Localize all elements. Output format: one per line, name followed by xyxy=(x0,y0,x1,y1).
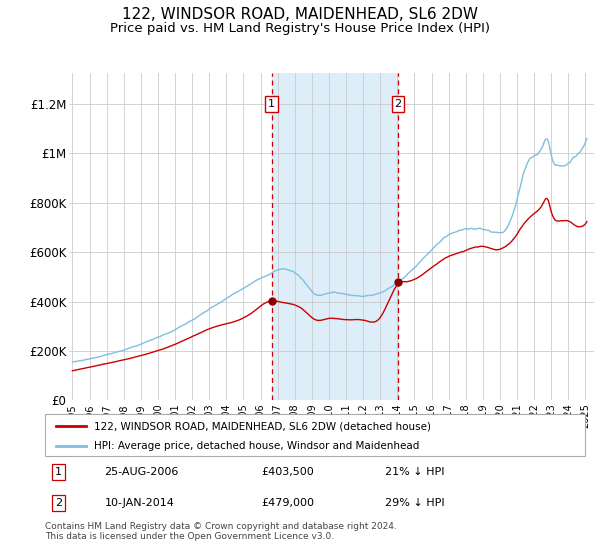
Text: 122, WINDSOR ROAD, MAIDENHEAD, SL6 2DW: 122, WINDSOR ROAD, MAIDENHEAD, SL6 2DW xyxy=(122,7,478,22)
Text: 2: 2 xyxy=(55,498,62,508)
Text: 10-JAN-2014: 10-JAN-2014 xyxy=(104,498,174,508)
Text: £403,500: £403,500 xyxy=(261,467,314,477)
Text: 21% ↓ HPI: 21% ↓ HPI xyxy=(385,467,445,477)
Bar xyxy=(272,73,398,400)
Text: HPI: Average price, detached house, Windsor and Maidenhead: HPI: Average price, detached house, Wind… xyxy=(94,441,419,451)
Text: 1: 1 xyxy=(55,467,62,477)
Text: 25-AUG-2006: 25-AUG-2006 xyxy=(104,467,179,477)
Text: 29% ↓ HPI: 29% ↓ HPI xyxy=(385,498,445,508)
Text: Price paid vs. HM Land Registry's House Price Index (HPI): Price paid vs. HM Land Registry's House … xyxy=(110,22,490,35)
Text: 122, WINDSOR ROAD, MAIDENHEAD, SL6 2DW (detached house): 122, WINDSOR ROAD, MAIDENHEAD, SL6 2DW (… xyxy=(94,421,431,431)
Text: 1: 1 xyxy=(268,99,275,109)
Text: Contains HM Land Registry data © Crown copyright and database right 2024.
This d: Contains HM Land Registry data © Crown c… xyxy=(45,522,397,542)
Text: 2: 2 xyxy=(394,99,401,109)
FancyBboxPatch shape xyxy=(45,414,585,456)
Text: £479,000: £479,000 xyxy=(261,498,314,508)
